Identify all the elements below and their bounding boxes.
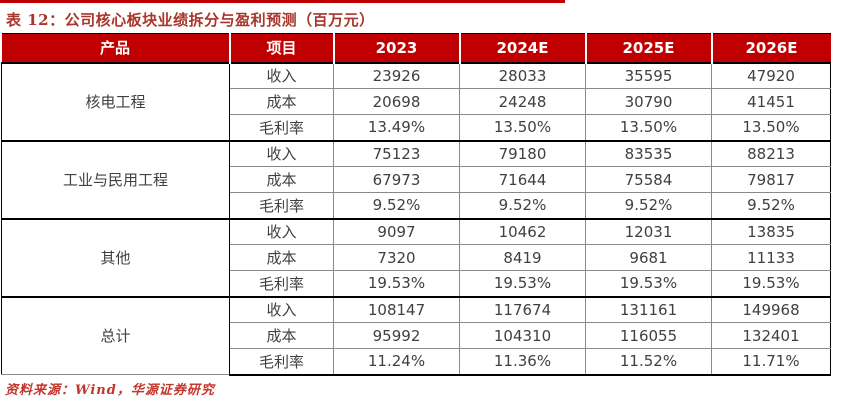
header-2024e: 2024E xyxy=(458,33,586,63)
item-cell: 成本 xyxy=(229,244,334,271)
table-row: 工业与民用工程 收入 75123 79180 83535 88213 xyxy=(1,139,831,219)
value-cell: 67973 xyxy=(333,166,460,193)
item-cell: 收入 xyxy=(229,139,334,167)
header-2025e: 2025E xyxy=(584,33,712,63)
item-cell: 成本 xyxy=(229,166,334,193)
table-row: 成本 95992 104310 116055 132401 xyxy=(2,322,831,349)
value-cell: 12031 xyxy=(585,217,712,245)
value-cell: 20698 xyxy=(333,88,460,115)
item-cell: 毛利率 xyxy=(229,348,334,376)
value-cell: 116055 xyxy=(585,322,712,349)
item-cell: 收入 xyxy=(229,217,334,245)
value-cell: 11.36% xyxy=(459,348,586,376)
value-cell: 11.24% xyxy=(333,348,460,376)
item-cell: 成本 xyxy=(229,88,334,115)
value-cell: 149968 xyxy=(711,295,831,323)
value-cell: 13835 xyxy=(711,217,831,245)
value-cell: 13.50% xyxy=(711,114,831,141)
item-cell: 成本 xyxy=(229,322,334,349)
value-cell: 83535 xyxy=(585,139,712,167)
table-row: 总计 收入 108147 117674 131161 149968 xyxy=(1,295,831,375)
value-cell: 7320 xyxy=(333,244,460,271)
table-row: 核电工程 收入 23926 28033 35595 47920 xyxy=(1,61,831,141)
table-row: 成本 20698 24248 30790 41451 xyxy=(2,88,831,115)
value-cell: 41451 xyxy=(711,88,831,115)
value-cell: 104310 xyxy=(459,322,586,349)
value-cell: 24248 xyxy=(459,88,586,115)
value-cell: 79817 xyxy=(711,166,831,193)
item-cell: 收入 xyxy=(229,295,334,323)
value-cell: 28033 xyxy=(459,61,586,89)
table-row: 毛利率 9.52% 9.52% 9.52% 9.52% xyxy=(2,192,831,219)
product-cell: 其他 xyxy=(1,217,230,297)
header-2026e: 2026E xyxy=(710,33,831,63)
value-cell: 9097 xyxy=(333,217,460,245)
value-cell: 9681 xyxy=(585,244,712,271)
item-cell: 毛利率 xyxy=(229,114,334,141)
source-note: 资料来源：Wind，华源证券研究 xyxy=(5,383,215,398)
value-cell: 35595 xyxy=(585,61,712,89)
value-cell: 9.52% xyxy=(711,192,831,219)
value-cell: 19.53% xyxy=(333,270,460,297)
header-item: 项目 xyxy=(228,33,334,63)
value-cell: 13.49% xyxy=(333,114,460,141)
item-cell: 毛利率 xyxy=(229,192,334,219)
product-cell: 工业与民用工程 xyxy=(1,139,230,219)
table-row: 毛利率 13.49% 13.50% 13.50% 13.50% xyxy=(2,114,831,141)
value-cell: 95992 xyxy=(333,322,460,349)
header-product: 产品 xyxy=(1,33,230,63)
value-cell: 75584 xyxy=(585,166,712,193)
top-red-rule xyxy=(0,0,565,3)
table-header: 产品 项目 2023 2024E 2025E 2026E xyxy=(1,33,831,63)
header-2023: 2023 xyxy=(332,33,460,63)
table-row: 毛利率 19.53% 19.53% 19.53% 19.53% xyxy=(2,270,831,297)
product-cell: 核电工程 xyxy=(1,61,230,141)
value-cell: 19.53% xyxy=(459,270,586,297)
value-cell: 9.52% xyxy=(459,192,586,219)
header-row: 产品 项目 2023 2024E 2025E 2026E xyxy=(1,33,831,63)
item-cell: 毛利率 xyxy=(229,270,334,297)
value-cell: 11133 xyxy=(711,244,831,271)
table-row: 成本 67973 71644 75584 79817 xyxy=(2,166,831,193)
value-cell: 108147 xyxy=(333,295,460,323)
value-cell: 13.50% xyxy=(585,114,712,141)
value-cell: 11.71% xyxy=(711,348,831,376)
value-cell: 30790 xyxy=(585,88,712,115)
table-row: 成本 7320 8419 9681 11133 xyxy=(2,244,831,271)
value-cell: 79180 xyxy=(459,139,586,167)
value-cell: 11.52% xyxy=(585,348,712,376)
table-body: 核电工程 收入 23926 28033 35595 47920 成本 20698 24248 30… xyxy=(1,61,831,376)
table-row: 其他 收入 9097 10462 12031 13835 xyxy=(1,217,831,297)
product-cell: 总计 xyxy=(1,295,230,375)
value-cell: 23926 xyxy=(333,61,460,89)
value-cell: 19.53% xyxy=(585,270,712,297)
value-cell: 13.50% xyxy=(459,114,586,141)
value-cell: 9.52% xyxy=(333,192,460,219)
value-cell: 88213 xyxy=(711,139,831,167)
value-cell: 75123 xyxy=(333,139,460,167)
table-title: 表 12：公司核心板块业绩拆分与盈利预测（百万元） xyxy=(6,11,375,29)
value-cell: 9.52% xyxy=(585,192,712,219)
value-cell: 19.53% xyxy=(711,270,831,297)
value-cell: 8419 xyxy=(459,244,586,271)
value-cell: 132401 xyxy=(711,322,831,349)
value-cell: 117674 xyxy=(459,295,586,323)
item-cell: 收入 xyxy=(229,61,334,89)
value-cell: 71644 xyxy=(459,166,586,193)
table-row: 毛利率 11.24% 11.36% 11.52% 11.71% xyxy=(2,348,831,376)
performance-forecast-table: 产品 项目 2023 2024E 2025E 2026E 核电工程 收入 23926… xyxy=(1,33,831,376)
value-cell: 47920 xyxy=(711,61,831,89)
value-cell: 10462 xyxy=(459,217,586,245)
value-cell: 131161 xyxy=(585,295,712,323)
